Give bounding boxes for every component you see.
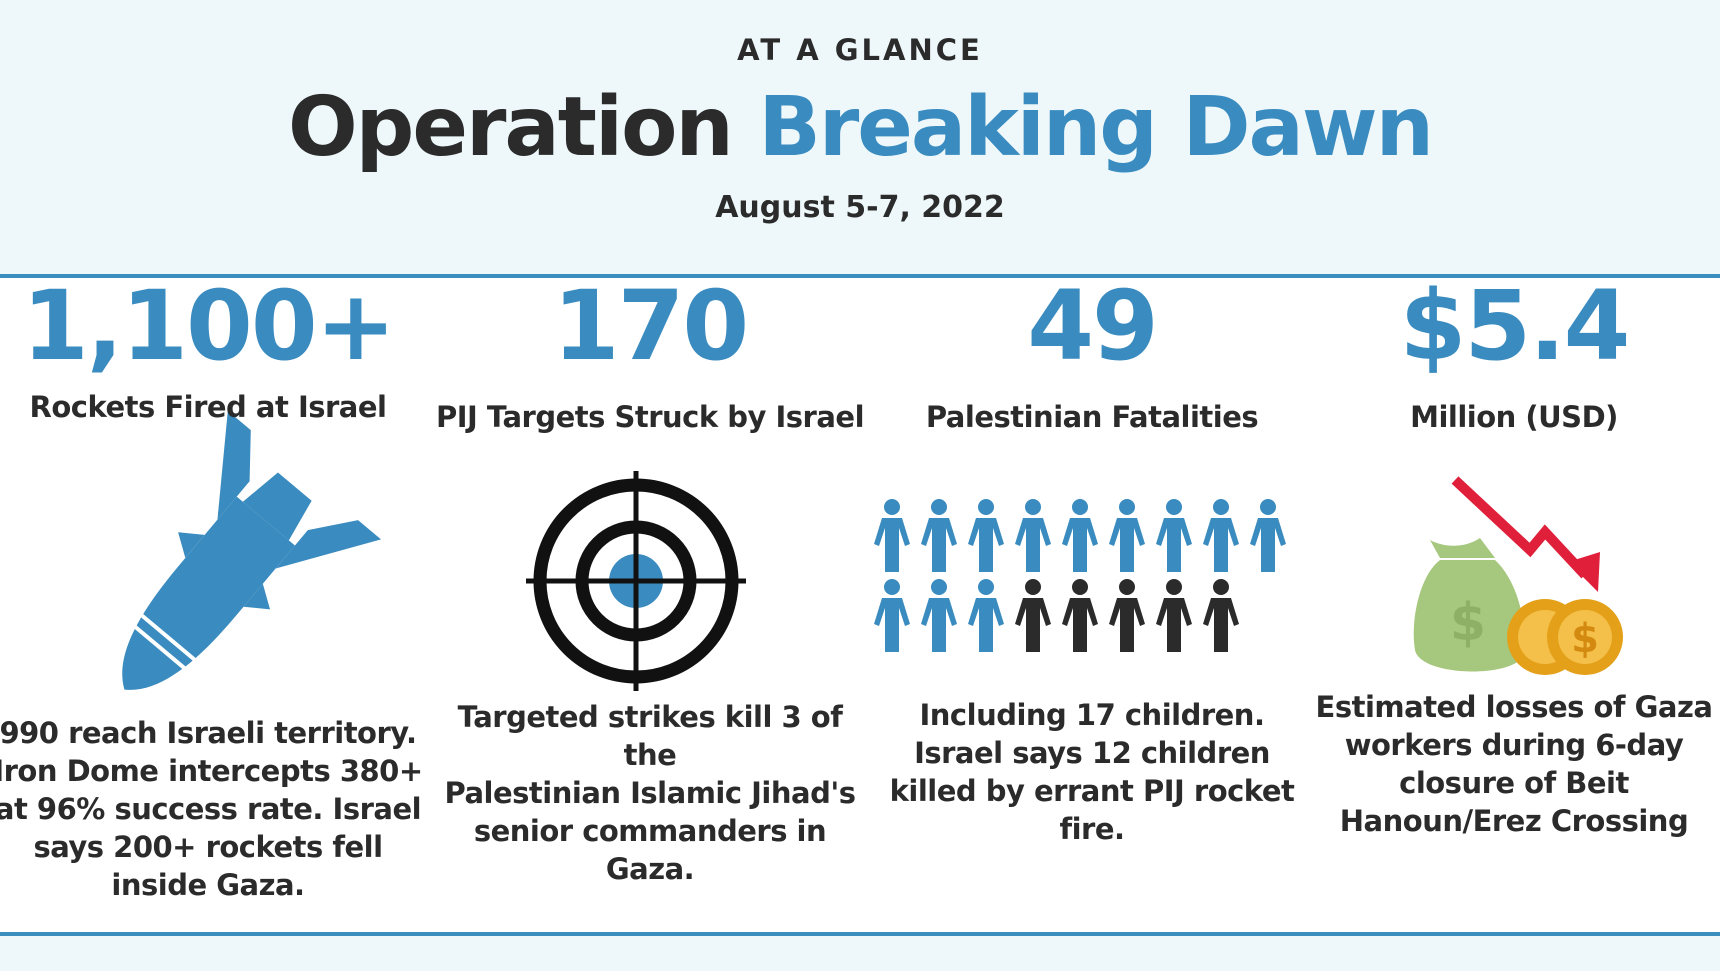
- rocket-fin: [217, 410, 251, 520]
- money-bag-top: [1430, 538, 1495, 558]
- coin-sign: $: [1571, 616, 1599, 662]
- stat-figure: 1,100+: [21, 270, 396, 382]
- rocket-fin: [275, 520, 382, 569]
- description-line: workers during 6-day: [1344, 728, 1684, 762]
- description-line: Including 17 children.: [919, 698, 1265, 732]
- rocket-body: [122, 496, 295, 690]
- stat-label: Million (USD): [1410, 400, 1618, 434]
- title-dark: Operation: [287, 80, 734, 175]
- rocket-stripe: [139, 612, 198, 663]
- description-line: Israel says 12 children: [914, 736, 1270, 770]
- stat-label: Rockets Fired at Israel: [29, 390, 387, 424]
- stat-column: $5.4 Million (USD) Estimated losses of Gaz…: [1299, 0, 1720, 967]
- header-band: [0, 0, 1720, 278]
- title-accent: Breaking Dawn: [758, 80, 1434, 175]
- coin-face: [1558, 610, 1612, 664]
- description-line: at 96% success rate. Israel: [0, 792, 422, 826]
- description-line: killed by errant PIJ rocket: [889, 774, 1295, 808]
- description-line: Palestinian Islamic Jihad's: [444, 776, 856, 810]
- kicker: AT A GLANCE: [737, 33, 983, 67]
- description-line: Hanoun/Erez Crossing: [1339, 804, 1689, 838]
- target-icon: [526, 471, 746, 691]
- description-line: inside Gaza.: [111, 868, 305, 902]
- stat-description: Targeted strikes kill 3 of the Palestinia…: [435, 698, 865, 888]
- description-line: Targeted strikes kill 3 of the: [457, 700, 843, 772]
- rocket-tail: [242, 472, 312, 541]
- stat-description: Estimated losses of Gaza workers during 6…: [1299, 688, 1720, 840]
- money-bag: [1413, 560, 1525, 672]
- rocket-icon: [122, 410, 382, 690]
- date: August 5-7, 2022: [715, 190, 1005, 225]
- stat-description: Including 17 children. Israel says 12 chi…: [877, 696, 1307, 848]
- description-line: says 200+ rockets fell: [33, 830, 383, 864]
- money-icon: $ $: [1413, 476, 1623, 675]
- arrow-head: [1568, 552, 1600, 592]
- description-line: senior commanders in Gaza.: [473, 814, 827, 886]
- stat-column: 49 Palestinian Fatalities Including 17 chi…: [877, 0, 1307, 967]
- rocket-fin: [243, 583, 271, 610]
- stat-figure: 49: [1027, 270, 1159, 382]
- rocket-fin: [178, 532, 205, 558]
- stat-column: 1,100+ Rockets Fired at Israel 990 reach I…: [0, 0, 423, 967]
- description-line: Iron Dome intercepts 380+: [0, 754, 423, 788]
- down-arrow: [1451, 476, 1589, 579]
- stat-figure: $5.4: [1399, 270, 1631, 382]
- stat-description: 990 reach Israeli territory. Iron Dome in…: [0, 714, 423, 904]
- dollar-sign: $: [1450, 593, 1486, 653]
- rocket-stripe: [132, 624, 188, 671]
- stat-label: PIJ Targets Struck by Israel: [435, 400, 865, 434]
- description-line: closure of Beit: [1399, 766, 1629, 800]
- title: Operation Breaking Dawn: [0, 80, 1720, 175]
- description-line: Estimated losses of Gaza: [1315, 690, 1713, 724]
- footer-band: [0, 932, 1720, 971]
- stat-column: 170 PIJ Targets Struck by Israel Targeted …: [435, 0, 865, 967]
- stat-figure: 170: [552, 270, 749, 382]
- description-line: 990 reach Israeli territory.: [0, 716, 417, 750]
- description-line: fire.: [1059, 812, 1125, 846]
- stat-label: Palestinian Fatalities: [925, 400, 1259, 434]
